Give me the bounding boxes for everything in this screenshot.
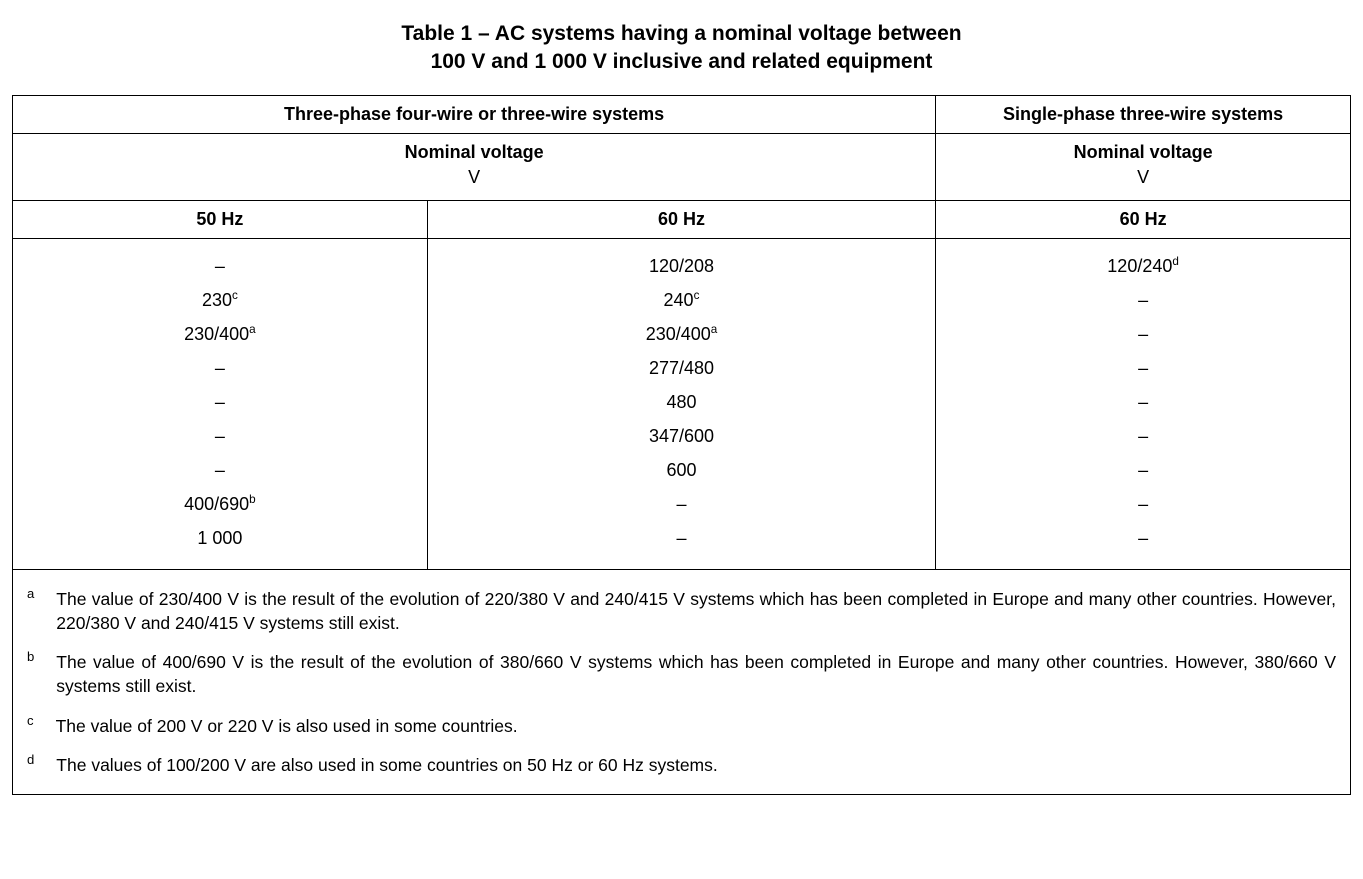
table-title: Table 1 – AC systems having a nominal vo…	[12, 20, 1351, 77]
data-col-single-phase: 120/240d––––––––	[936, 239, 1351, 570]
unit-label: V	[1137, 167, 1149, 187]
data-superscript: c	[232, 289, 238, 302]
data-value: –	[942, 521, 1344, 555]
header-three-phase: Three-phase four-wire or three-wire syst…	[13, 95, 936, 133]
data-value: 230/400a	[19, 317, 421, 351]
footnote-text: The value of 400/690 V is the result of …	[34, 651, 1336, 698]
title-line-1: Table 1 – AC systems having a nominal vo…	[401, 22, 961, 45]
data-col-60hz: 120/208240c230/400a277/480480347/600600–…	[427, 239, 935, 570]
data-value: –	[942, 453, 1344, 487]
voltage-table: Three-phase four-wire or three-wire syst…	[12, 95, 1351, 795]
data-superscript: d	[1172, 255, 1179, 268]
data-value: –	[942, 283, 1344, 317]
footnote-c: c The value of 200 V or 220 V is also us…	[27, 715, 1336, 739]
data-superscript: a	[711, 323, 718, 336]
data-superscript: b	[249, 493, 256, 506]
data-value: 120/240d	[942, 249, 1344, 283]
data-value: –	[19, 249, 421, 283]
nominal-voltage-label: Nominal voltage	[942, 140, 1344, 165]
data-value: 347/600	[434, 419, 929, 453]
data-value: –	[942, 385, 1344, 419]
header-nominal-voltage-right: Nominal voltage V	[936, 133, 1351, 200]
data-value: 230/400a	[434, 317, 929, 351]
nominal-voltage-label: Nominal voltage	[19, 140, 929, 165]
data-value: 120/208	[434, 249, 929, 283]
data-value: –	[19, 351, 421, 385]
footnotes-cell: a The value of 230/400 V is the result o…	[13, 570, 1351, 795]
data-superscript: c	[694, 289, 700, 302]
footnote-d: d The values of 100/200 V are also used …	[27, 754, 1336, 778]
footnote-a: a The value of 230/400 V is the result o…	[27, 588, 1336, 635]
data-value: 600	[434, 453, 929, 487]
footnote-text: The value of 230/400 V is the result of …	[34, 588, 1336, 635]
footnote-text: The values of 100/200 V are also used in…	[34, 754, 1336, 778]
data-value: –	[19, 419, 421, 453]
data-value: –	[434, 521, 929, 555]
footnote-marker: b	[27, 649, 34, 664]
data-value: –	[942, 487, 1344, 521]
data-value: 240c	[434, 283, 929, 317]
data-value: 230c	[19, 283, 421, 317]
data-value: 480	[434, 385, 929, 419]
data-value: 277/480	[434, 351, 929, 385]
footnote-b: b The value of 400/690 V is the result o…	[27, 651, 1336, 698]
title-line-2: 100 V and 1 000 V inclusive and related …	[431, 50, 933, 73]
data-col-50hz: –230c230/400a––––400/690b1 000	[13, 239, 428, 570]
header-nominal-voltage-left: Nominal voltage V	[13, 133, 936, 200]
data-value: –	[942, 317, 1344, 351]
data-value: –	[434, 487, 929, 521]
footnote-marker: d	[27, 752, 34, 767]
footnote-marker: a	[27, 586, 34, 601]
data-superscript: a	[249, 323, 256, 336]
data-value: 400/690b	[19, 487, 421, 521]
data-value: –	[19, 385, 421, 419]
header-single-phase: Single-phase three-wire systems	[936, 95, 1351, 133]
data-value: –	[942, 419, 1344, 453]
unit-label: V	[468, 167, 480, 187]
data-value: 1 000	[19, 521, 421, 555]
header-50hz: 50 Hz	[13, 201, 428, 239]
header-60hz-single: 60 Hz	[936, 201, 1351, 239]
data-value: –	[942, 351, 1344, 385]
data-value: –	[19, 453, 421, 487]
header-60hz: 60 Hz	[427, 201, 935, 239]
footnote-text: The value of 200 V or 220 V is also used…	[34, 715, 1336, 739]
